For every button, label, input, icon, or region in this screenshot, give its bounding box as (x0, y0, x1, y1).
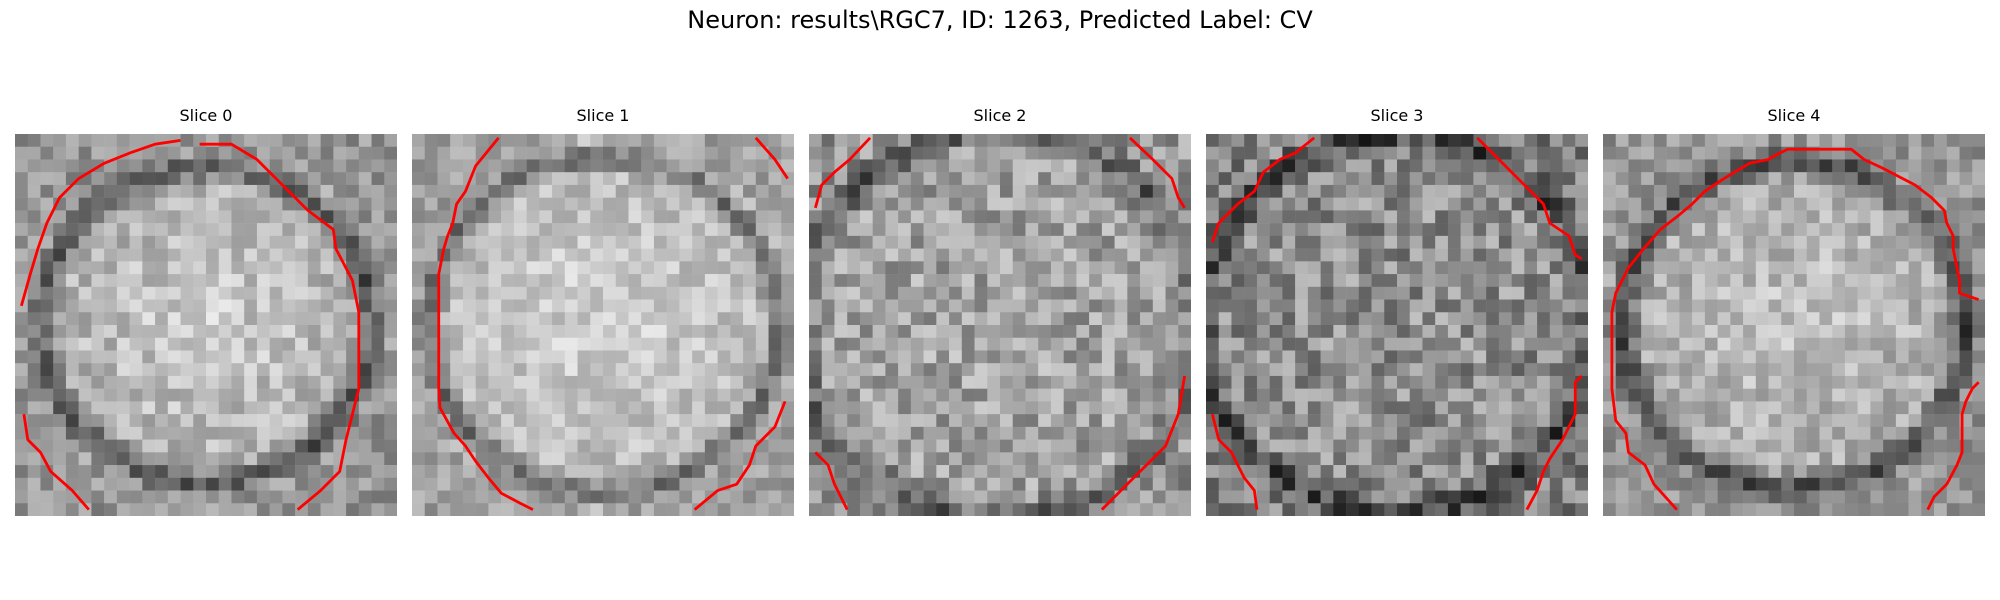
slice-panel-4: Slice 4 (1603, 106, 1985, 516)
contour-line (20, 138, 181, 307)
contour-line (1610, 147, 1980, 511)
contour-line (1128, 136, 1186, 209)
contour-line (1211, 136, 1316, 243)
contour-line (22, 413, 90, 511)
slice-title: Slice 0 (179, 106, 233, 125)
contour-line (1476, 136, 1583, 260)
slice-title: Slice 3 (1370, 106, 1424, 125)
contour-line (1525, 374, 1583, 511)
contour-line (437, 136, 534, 511)
slice-image (412, 134, 794, 516)
slice-image (1206, 134, 1588, 516)
slice-panel-1: Slice 1 (412, 106, 794, 516)
slice-title: Slice 2 (973, 106, 1027, 125)
slice-image (1603, 134, 1985, 516)
slice-title: Slice 4 (1767, 106, 1821, 125)
slice-panel-3: Slice 3 (1206, 106, 1588, 516)
figure-title: Neuron: results\RGC7, ID: 1263, Predicte… (687, 6, 1313, 34)
contour-line (814, 451, 849, 511)
contour-line (814, 136, 872, 209)
contour-line (693, 400, 787, 511)
slice-image (809, 134, 1191, 516)
contour-line (1100, 375, 1187, 511)
contour-line (754, 136, 789, 180)
contour-line (1211, 413, 1259, 510)
slice-panel-2: Slice 2 (809, 106, 1191, 516)
contour-line (199, 142, 361, 511)
slice-title: Slice 1 (576, 106, 630, 125)
slice-panel-0: Slice 0 (15, 106, 397, 516)
contour-line (1926, 381, 1980, 511)
slice-image (15, 134, 397, 516)
